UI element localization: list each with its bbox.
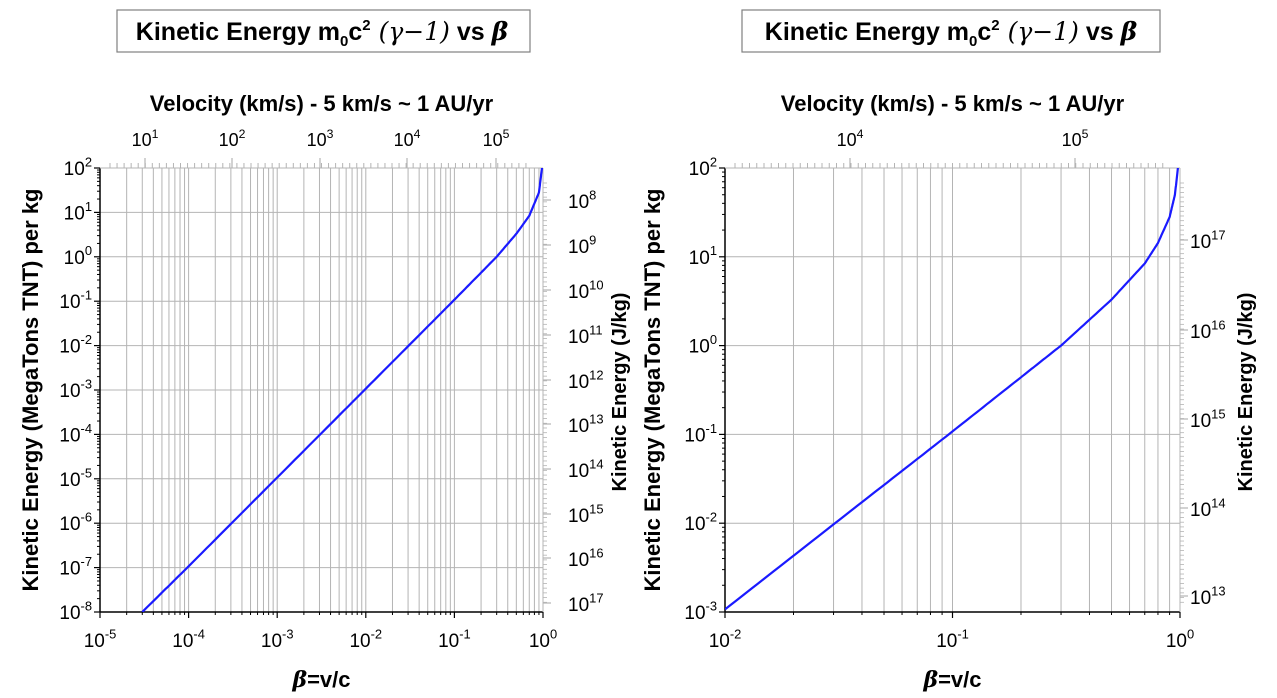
y-tick-label: 10-6	[59, 510, 92, 536]
y-tick-label: 10-2	[684, 510, 717, 536]
top-tick-label: 102	[219, 127, 246, 150]
series-line-kinetic-energy	[725, 168, 1180, 611]
y-tick-label: 100	[689, 332, 717, 358]
y-tick-label: 10-1	[684, 421, 717, 447]
right-tick-label: 1014	[1190, 495, 1226, 521]
top-axis-label: Velocity (km/s) - 5 km/s ~ 1 AU/yr	[150, 91, 494, 116]
x-tick-label: 10-2	[709, 626, 742, 652]
y-tick-label: 10-3	[684, 598, 717, 624]
right-tick-label: 1014	[568, 456, 604, 482]
y-tick-label: 10-2	[59, 332, 92, 358]
x-tick-label: 10-1	[936, 626, 969, 652]
chart-right: Kinetic Energy m0c2 (γ−1) vs β 10-2 10-1 10…	[640, 9, 1257, 693]
right-tick-label: 1015	[1190, 406, 1226, 432]
series-line-kinetic-energy	[141, 168, 543, 612]
y-tick-label: 10-7	[59, 554, 92, 580]
right-tick-label: 1016	[568, 545, 604, 571]
y-tick-label: 10-5	[59, 465, 92, 491]
right-tick-label: 1013	[568, 411, 604, 437]
chart-title: Kinetic Energy m0c2 (γ−1) vs β	[136, 17, 509, 50]
x-tick-label: 10-1	[438, 626, 471, 652]
y-tick-label: 10-8	[59, 598, 92, 624]
y-tick-label: 101	[689, 243, 717, 269]
right-tick-label: 1013	[1190, 583, 1226, 609]
right-tick-label: 1012	[568, 367, 604, 393]
right-tick-label: 1017	[568, 590, 604, 616]
chart-title: Kinetic Energy m0c2 (γ−1) vs β	[765, 17, 1138, 50]
x-axis-label: β=v/c	[291, 667, 350, 693]
y-tick-label: 102	[689, 154, 717, 180]
top-tick-label: 105	[1062, 127, 1089, 150]
right-axis-label: Kinetic Energy (J/kg)	[609, 293, 631, 492]
right-tick-label: 1016	[1190, 317, 1226, 343]
y-tick-label: 10-4	[59, 421, 92, 447]
grid-lines	[100, 168, 543, 612]
y-axis-label: Kinetic Energy (MegaTons TNT) per kg	[18, 189, 43, 592]
x-tick-label: 10-2	[349, 626, 382, 652]
x-tick-label: 10-3	[261, 626, 294, 652]
right-tick-label: 1010	[568, 277, 604, 303]
x-axis-label: β=v/c	[922, 667, 981, 693]
right-tick-label: 108	[568, 187, 596, 213]
right-tick-label: 1017	[1190, 227, 1226, 253]
y-axis-label: Kinetic Energy (MegaTons TNT) per kg	[640, 189, 665, 592]
y-tick-label: 100	[64, 243, 92, 269]
top-tick-label: 105	[483, 127, 510, 150]
y-tick-label: 10-1	[59, 288, 92, 314]
chart-title-box	[741, 9, 1161, 53]
chart-title-box	[116, 9, 531, 53]
top-tick-label: 104	[394, 127, 421, 150]
chart-left: Kinetic Energy m0c2 (γ−1) vs β 10-5 10-4 10…	[18, 9, 631, 693]
grid-lines	[725, 168, 1180, 612]
top-tick-label: 104	[837, 127, 864, 150]
x-tick-label: 100	[529, 626, 557, 652]
x-tick-label: 10-5	[84, 626, 117, 652]
top-tick-label: 101	[132, 127, 159, 150]
right-axis-label: Kinetic Energy (J/kg)	[1235, 293, 1257, 492]
right-tick-label: 1011	[568, 322, 603, 348]
right-tick-label: 109	[568, 232, 596, 258]
x-tick-label: 10-4	[172, 626, 205, 652]
top-tick-label: 103	[307, 127, 334, 150]
y-tick-label: 102	[64, 154, 92, 180]
y-tick-label: 101	[64, 199, 92, 225]
top-axis-label: Velocity (km/s) - 5 km/s ~ 1 AU/yr	[781, 91, 1125, 116]
x-tick-label: 100	[1166, 626, 1194, 652]
right-tick-label: 1015	[568, 501, 604, 527]
y-tick-label: 10-3	[59, 376, 92, 402]
